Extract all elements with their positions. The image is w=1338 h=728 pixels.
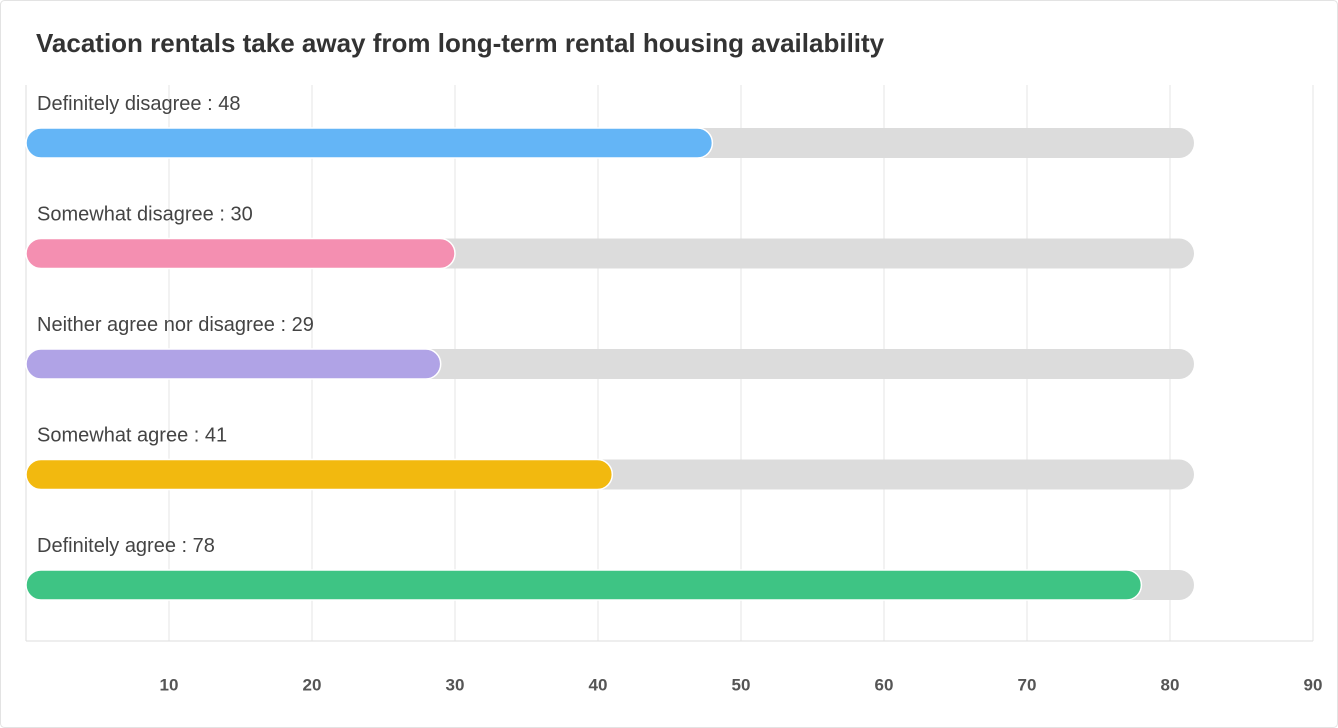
x-tick-label: 20 <box>303 675 322 694</box>
value-label: 78 <box>193 535 215 557</box>
x-tick-label: 10 <box>160 675 179 694</box>
bar-label: Definitely disagree : 48 <box>37 93 240 115</box>
label-separator: : <box>176 535 193 557</box>
bar-label: Neither agree nor disagree : 29 <box>37 314 314 336</box>
value-label: 48 <box>218 93 240 115</box>
label-separator: : <box>202 93 219 115</box>
value-label: 30 <box>230 204 252 226</box>
x-tick-label: 60 <box>875 675 894 694</box>
bar <box>25 458 614 491</box>
chart-title: Vacation rentals take away from long-ter… <box>36 28 885 58</box>
value-label: 29 <box>292 314 314 336</box>
x-tick-label: 50 <box>732 675 751 694</box>
x-tick-label: 80 <box>1161 675 1180 694</box>
bar <box>25 237 456 270</box>
category-label: Somewhat agree <box>37 425 188 447</box>
x-tick-label: 30 <box>446 675 465 694</box>
category-label: Neither agree nor disagree <box>37 314 275 336</box>
bar <box>25 348 442 380</box>
bar-label: Definitely agree : 78 <box>37 535 215 557</box>
category-label: Somewhat disagree <box>37 204 214 226</box>
x-tick-label: 70 <box>1018 675 1037 694</box>
x-tick-label: 40 <box>589 675 608 694</box>
category-label: Definitely agree <box>37 535 176 557</box>
bar-label: Somewhat agree : 41 <box>37 425 227 447</box>
label-separator: : <box>188 425 205 447</box>
bar <box>25 569 1143 601</box>
bar-label: Somewhat disagree : 30 <box>37 204 253 226</box>
category-label: Definitely disagree <box>37 93 202 115</box>
label-separator: : <box>214 204 231 226</box>
x-tick-label: 90 <box>1304 675 1323 694</box>
value-label: 41 <box>205 425 227 447</box>
label-separator: : <box>275 314 292 336</box>
bar <box>25 127 714 159</box>
